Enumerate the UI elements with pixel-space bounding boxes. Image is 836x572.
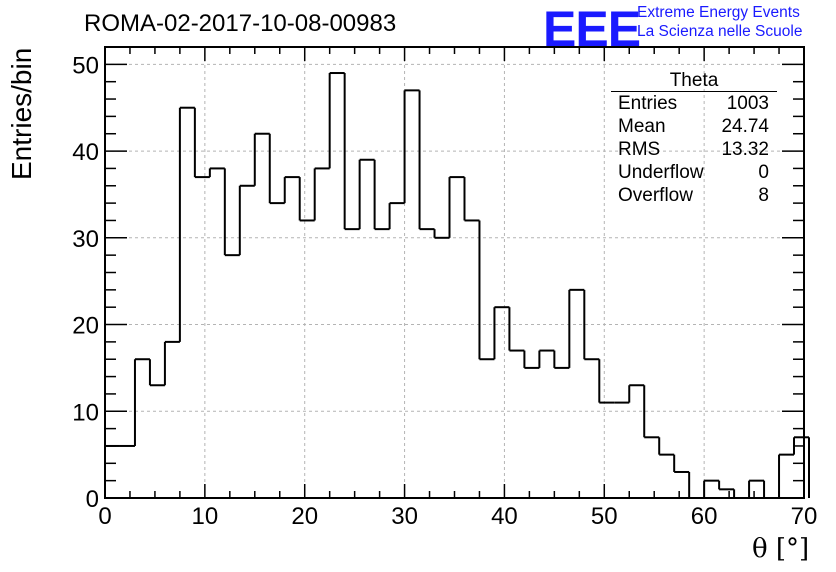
- eee-logo: EEE: [543, 1, 641, 57]
- stats-row-entries: Entries 1003: [611, 92, 777, 115]
- stats-label: Underflow: [618, 162, 704, 183]
- stats-value: 1003: [726, 93, 769, 114]
- stats-label: Entries: [618, 93, 678, 114]
- axis-ticks: [104, 46, 805, 499]
- y-tick-label: 10: [72, 399, 99, 426]
- x-axis-label: θ [°]: [752, 534, 810, 564]
- x-tick-label: 30: [391, 503, 418, 530]
- stats-label: Overflow: [618, 185, 693, 206]
- stats-value: 13.32: [721, 139, 769, 160]
- y-tick-label: 40: [72, 139, 99, 166]
- y-tick-label: 20: [72, 313, 99, 340]
- stats-row-mean: Mean 24.74: [611, 115, 777, 138]
- x-tick-label: 60: [691, 503, 718, 530]
- logo-line-1: Extreme Energy Events: [637, 4, 800, 21]
- stats-value: 8: [758, 185, 769, 206]
- stats-row-underflow: Underflow 0: [611, 161, 777, 184]
- y-tick-label: 0: [86, 486, 99, 513]
- stats-title: Theta: [611, 70, 777, 92]
- stats-label: RMS: [618, 139, 661, 160]
- stats-value: 24.74: [721, 116, 769, 137]
- stats-box: Theta Entries 1003 Mean 24.74 RMS 13.32 …: [611, 70, 777, 207]
- x-tick-label: 40: [491, 503, 518, 530]
- axis-tick-labels: 0 10 20 30 40 50 60 70 0 10 20 30 40 50: [72, 52, 817, 530]
- y-tick-label: 50: [72, 52, 99, 79]
- x-tick-label: 50: [591, 503, 618, 530]
- grid-lines: [105, 47, 804, 498]
- x-tick-label: 70: [791, 503, 818, 530]
- stats-value: 0: [758, 162, 769, 183]
- logo-caption: Extreme Energy Events La Scienza nelle S…: [637, 3, 802, 41]
- y-tick-label: 30: [72, 226, 99, 253]
- stats-row-rms: RMS 13.32: [611, 138, 777, 161]
- stats-row-overflow: Overflow 8: [611, 184, 777, 207]
- stats-label: Mean: [618, 116, 666, 137]
- x-tick-label: 20: [291, 503, 318, 530]
- logo-line-2: La Scienza nelle Scuole: [637, 23, 803, 40]
- chart-title: ROMA-02-2017-10-08-00983: [84, 10, 397, 37]
- y-axis-label: Entries/bin: [6, 47, 37, 180]
- x-tick-label: 10: [192, 503, 219, 530]
- x-tick-label: 0: [98, 503, 111, 530]
